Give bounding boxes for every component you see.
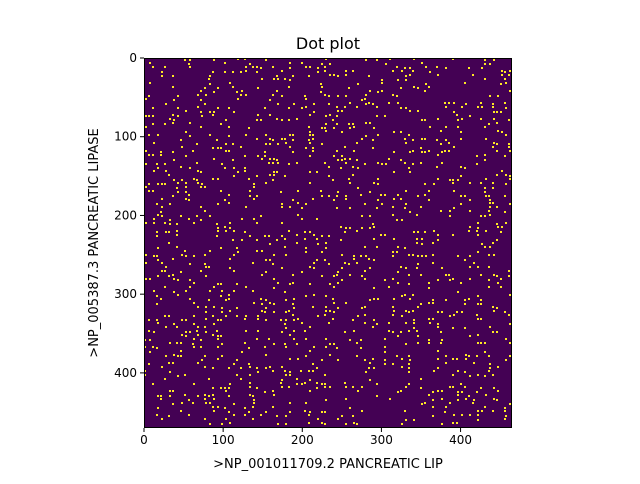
- y-tick-label: 200: [114, 208, 137, 222]
- y-tick-label: 0: [129, 51, 137, 65]
- plot-frame: [144, 58, 512, 428]
- y-axis-ticks: 0 100 200 300 400: [114, 51, 144, 380]
- y-tick-label: 300: [114, 287, 137, 301]
- x-tick-label: 0: [140, 433, 148, 447]
- x-axis-ticks: 0 100 200 300 400: [140, 428, 472, 447]
- plot-area: [144, 58, 512, 428]
- x-axis-label: >NP_001011709.2 PANCREATIC LIP: [213, 457, 443, 472]
- plot-background: [144, 58, 512, 428]
- x-tick-label: 300: [370, 433, 393, 447]
- y-tick-label: 400: [114, 366, 137, 380]
- y-tick-label: 100: [114, 130, 137, 144]
- x-tick-label: 400: [449, 433, 472, 447]
- y-axis-label: >NP_005387.3 PANCREATIC LIPASE: [87, 128, 102, 357]
- chart-title: Dot plot: [296, 34, 360, 53]
- x-tick-label: 100: [212, 433, 235, 447]
- x-tick-label: 200: [291, 433, 314, 447]
